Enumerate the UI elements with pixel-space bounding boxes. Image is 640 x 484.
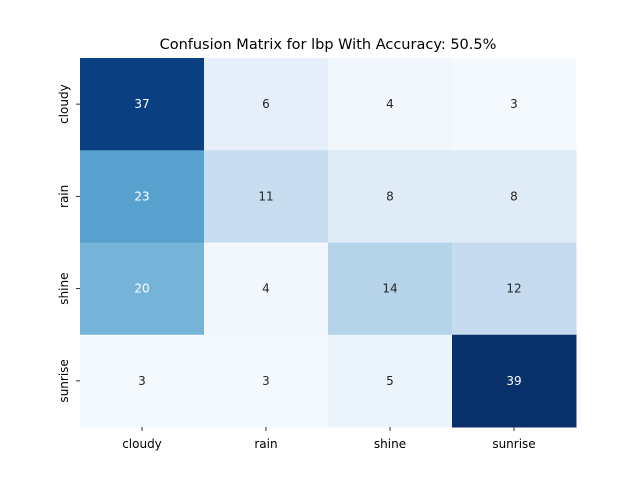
heatmap-cell — [328, 242, 453, 336]
x-tick-label: rain — [254, 437, 277, 451]
heatmap-cell — [328, 150, 453, 243]
cell-value-label: 20 — [134, 282, 149, 296]
heatmap-cell — [452, 242, 577, 336]
cell-value-label: 3 — [510, 97, 518, 111]
cell-value-label: 5 — [386, 374, 394, 388]
cell-value-label: 39 — [506, 374, 521, 388]
heatmap-cell — [80, 334, 205, 428]
heatmap-cell — [452, 150, 577, 243]
cell-value-label: 8 — [386, 189, 394, 203]
heatmap-cell — [80, 58, 205, 151]
cell-value-label: 37 — [134, 97, 149, 111]
heatmap-cell — [204, 58, 329, 151]
x-axis-ticks: cloudy rain shine sunrise — [122, 427, 536, 451]
cell-value-label: 4 — [262, 282, 270, 296]
x-tick-label: cloudy — [122, 437, 162, 451]
cell-value-label: 14 — [382, 282, 397, 296]
cell-value-label: 3 — [262, 374, 270, 388]
heatmap-cell — [204, 334, 329, 428]
chart-title: Confusion Matrix for lbp With Accuracy: … — [160, 37, 497, 53]
heatmap-cell — [328, 334, 453, 428]
heatmap-cell — [80, 150, 205, 243]
heatmap-cell — [328, 58, 453, 151]
x-tick-label: shine — [374, 437, 406, 451]
heatmap-cell — [452, 334, 577, 428]
cell-value-label: 6 — [262, 97, 270, 111]
cell-value-label: 4 — [386, 97, 394, 111]
cell-value-label: 8 — [510, 189, 518, 203]
cell-value-label: 11 — [258, 189, 273, 203]
cell-value-label: 23 — [134, 189, 149, 203]
heatmap-cell — [80, 242, 205, 336]
heatmap-cell — [452, 58, 577, 151]
cell-value-label: 3 — [138, 374, 146, 388]
y-axis-ticks: cloudy rain shine sunrise — [57, 84, 80, 403]
y-tick-label: sunrise — [57, 359, 71, 402]
heatmap-cell — [204, 150, 329, 243]
y-tick-label: rain — [57, 185, 71, 208]
cell-value-label: 12 — [506, 282, 521, 296]
x-tick-label: sunrise — [492, 437, 535, 451]
heatmap-cell — [204, 242, 329, 336]
y-tick-label: shine — [57, 273, 71, 305]
heatmap-cells: 37 6 4 3 23 11 8 8 20 4 14 12 3 3 5 39 — [80, 58, 577, 428]
y-tick-label: cloudy — [57, 84, 71, 124]
